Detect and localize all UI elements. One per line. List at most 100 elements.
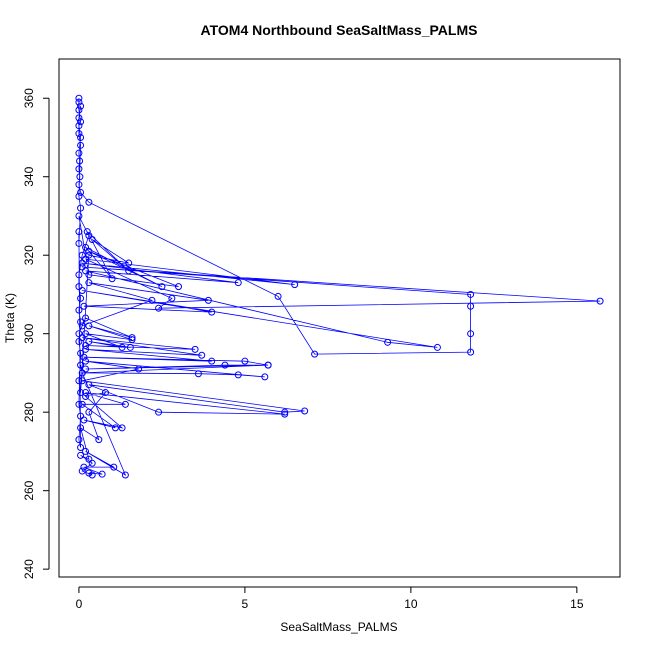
data-point	[596, 297, 604, 305]
plot-area-frame	[58, 58, 621, 578]
data-point	[75, 239, 83, 247]
x-tick-label: 0	[76, 597, 83, 611]
data-point	[118, 343, 126, 351]
data-point	[75, 122, 83, 130]
data-point	[194, 370, 202, 378]
data-point	[158, 283, 166, 291]
data-point	[281, 410, 289, 418]
y-tick-label: 260	[22, 480, 36, 500]
data-point	[204, 296, 212, 304]
y-tick-label: 280	[22, 402, 36, 422]
data-point	[467, 330, 475, 338]
data-point	[78, 467, 86, 475]
data-point	[118, 424, 126, 432]
data-point	[155, 408, 163, 416]
data-point	[77, 389, 85, 397]
data-point	[234, 279, 242, 287]
chart-title: ATOM4 Northbound SeaSaltMass_PALMS	[201, 22, 478, 38]
data-point	[75, 94, 83, 102]
data-point	[221, 361, 229, 369]
data-point	[191, 345, 199, 353]
data-point	[78, 400, 86, 408]
data-point	[88, 459, 96, 467]
data-point	[155, 304, 163, 312]
data-point	[75, 212, 83, 220]
data-point	[85, 279, 93, 287]
data-point	[77, 361, 85, 369]
data-point	[77, 318, 85, 326]
data-point	[77, 349, 85, 357]
data-point	[85, 322, 93, 330]
x-axis: 0 5 10 15	[76, 586, 584, 611]
data-point	[78, 259, 86, 267]
data-point	[208, 357, 216, 365]
data-point	[77, 451, 85, 459]
y-axis: 240 260 280 300 320 340 360	[22, 88, 50, 579]
data-point	[175, 283, 183, 291]
data-point	[80, 302, 88, 310]
data-point	[148, 296, 156, 304]
data-point	[77, 424, 85, 432]
data-point	[77, 188, 85, 196]
data-point	[75, 338, 83, 346]
x-axis-label: SeaSaltMass_PALMS	[280, 620, 397, 634]
data-point	[208, 308, 216, 316]
data-point	[78, 369, 86, 377]
data-point	[101, 389, 109, 397]
data-point	[76, 173, 84, 181]
data-point	[75, 114, 83, 122]
data-point	[75, 400, 83, 408]
data-point	[85, 408, 93, 416]
data-point	[75, 192, 83, 200]
data-point	[82, 389, 90, 397]
data-point	[75, 436, 83, 444]
data-point	[85, 381, 93, 389]
data-point	[76, 157, 84, 165]
data-point	[75, 165, 83, 173]
data-point	[77, 204, 85, 212]
x-tick-label: 10	[404, 597, 418, 611]
data-point	[135, 365, 143, 373]
data-point	[281, 408, 289, 416]
data-point	[85, 251, 93, 259]
data-point	[85, 198, 93, 206]
data-point	[78, 377, 86, 385]
data-point	[77, 102, 85, 110]
data-point	[85, 469, 93, 477]
data-point	[125, 267, 133, 275]
data-point	[110, 463, 118, 471]
data-point	[234, 371, 242, 379]
data-point	[82, 447, 90, 455]
data-point	[77, 141, 85, 149]
y-tick-label: 240	[22, 559, 36, 579]
data-point	[77, 412, 85, 420]
data-point	[433, 343, 441, 351]
data-point	[75, 283, 83, 291]
data-point	[311, 350, 319, 358]
data-point	[264, 361, 272, 369]
data-point	[198, 351, 206, 359]
data-point	[126, 343, 134, 351]
data-point	[80, 463, 88, 471]
data-point	[128, 336, 136, 344]
x-tick-label: 15	[570, 597, 584, 611]
data-point	[78, 322, 86, 330]
data-point	[75, 106, 83, 114]
data-point	[82, 357, 90, 365]
data-point	[85, 271, 93, 279]
data-point	[108, 275, 116, 283]
data-point	[77, 133, 85, 141]
data-point	[111, 424, 119, 432]
data-point	[128, 334, 136, 342]
data-point	[75, 271, 83, 279]
data-point	[261, 373, 269, 381]
data-point	[301, 407, 309, 415]
data-point	[75, 228, 83, 236]
data-point	[75, 377, 83, 385]
y-tick-label: 360	[22, 88, 36, 108]
y-axis-label: Theta (K)	[3, 293, 17, 343]
data-point	[82, 314, 90, 322]
data-point	[85, 232, 93, 240]
data-point	[85, 247, 93, 255]
